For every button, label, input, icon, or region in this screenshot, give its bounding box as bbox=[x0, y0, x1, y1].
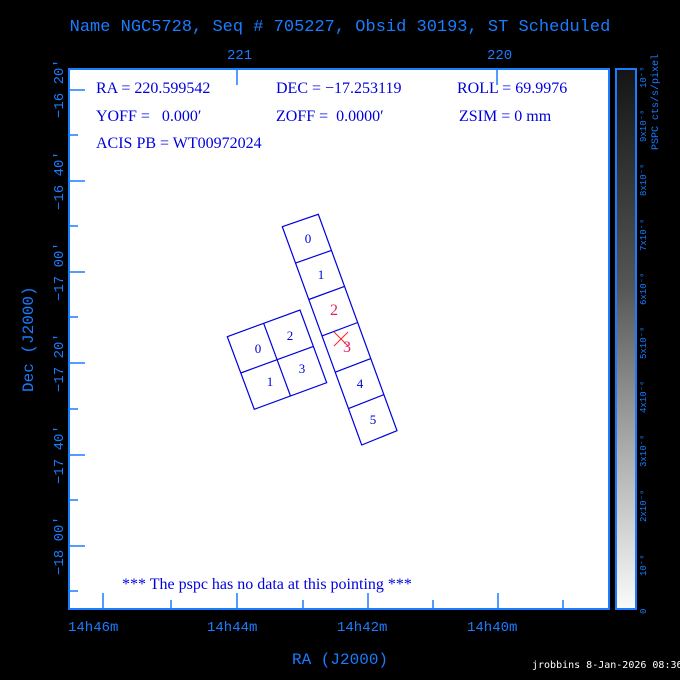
colorbar-tick-label: 10⁻⁵ bbox=[639, 66, 649, 88]
dec-tick-label: −16 40′ bbox=[52, 151, 68, 210]
top-axis-label: 221 bbox=[227, 48, 253, 64]
yoff-value: YOFF = 0.000′ bbox=[96, 108, 202, 125]
colorbar bbox=[615, 68, 637, 610]
no-data-message: *** The pspc has no data at this pointin… bbox=[122, 576, 412, 593]
colorbar-title: PSPC cts/s/pixel bbox=[651, 53, 662, 150]
dec-tick-label: −17 40′ bbox=[52, 425, 68, 484]
colorbar-tick-label: 9x10⁻⁶ bbox=[639, 109, 649, 143]
dec-axis-title: Dec (J2000) bbox=[20, 286, 38, 392]
roll-value: ROLL = 69.9976 bbox=[457, 80, 568, 97]
i-chip-label: 0 bbox=[255, 341, 262, 356]
colorbar-tick-label: 8x10⁻⁶ bbox=[639, 163, 649, 197]
zoff-value: ZOFF = 0.0000′ bbox=[276, 108, 384, 125]
s-chip-label: 1 bbox=[318, 267, 325, 282]
ra-tick-label: 14h46m bbox=[68, 620, 119, 636]
s-chip-label: 2 bbox=[330, 302, 338, 319]
acis-s-array bbox=[281, 213, 398, 446]
dec-tick-label: −16 20′ bbox=[52, 59, 68, 118]
s-chip-label: 3 bbox=[343, 339, 351, 356]
axis-ticks bbox=[70, 70, 564, 608]
colorbar-tick-label: 3x10⁻⁶ bbox=[639, 434, 649, 468]
top-axis-label: 220 bbox=[487, 48, 513, 64]
colorbar-tick-label: 0 bbox=[639, 608, 649, 614]
chip-overlay: 0 1 2 3 4 5 0 1 2 3 bbox=[70, 70, 564, 608]
i-chip-label: 3 bbox=[299, 361, 306, 376]
colorbar-tick-label: 7x10⁻⁶ bbox=[639, 218, 649, 251]
s-chip-label: 0 bbox=[305, 231, 312, 246]
ra-value: RA = 220.599542 bbox=[96, 80, 211, 97]
dec-value: DEC = −17.253119 bbox=[276, 80, 402, 97]
field-plot: 0 1 2 3 4 5 0 1 2 3 RA = 220.599542 DEC … bbox=[68, 68, 610, 610]
dec-tick-label: −17 20′ bbox=[52, 333, 68, 392]
s-chip-label: 5 bbox=[370, 412, 377, 427]
colorbar-tick-label: 6x10⁻⁶ bbox=[639, 272, 649, 305]
ra-tick-label: 14h44m bbox=[207, 620, 258, 636]
acis-i-array bbox=[226, 309, 328, 411]
colorbar-tick-label: 10⁻⁶ bbox=[639, 554, 649, 576]
s-chip-label: 4 bbox=[357, 376, 364, 391]
colorbar-tick-label: 4x10⁻⁶ bbox=[639, 380, 649, 414]
ra-tick-label: 14h42m bbox=[337, 620, 388, 636]
colorbar-tick-label: 2x10⁻⁶ bbox=[639, 489, 649, 522]
dec-tick-label: −18 00′ bbox=[52, 516, 68, 575]
colorbar-tick-label: 5x10⁻⁶ bbox=[639, 326, 649, 359]
plot-title: Name NGC5728, Seq # 705227, Obsid 30193,… bbox=[69, 18, 611, 37]
i-chip-label: 1 bbox=[267, 374, 274, 389]
ra-tick-label: 14h40m bbox=[467, 620, 518, 636]
dec-tick-label: −17 00′ bbox=[52, 242, 68, 301]
acis-pb-value: ACIS PB = WT00972024 bbox=[96, 135, 262, 152]
acis-i-outline bbox=[226, 309, 328, 411]
ra-axis-title: RA (J2000) bbox=[292, 651, 389, 669]
aimpoint-marker bbox=[333, 331, 349, 347]
i-chip-label: 2 bbox=[287, 328, 294, 343]
zsim-value: ZSIM = 0 mm bbox=[459, 108, 552, 125]
footer-credit: jrobbins 8-Jan-2026 08:36 bbox=[532, 660, 680, 671]
